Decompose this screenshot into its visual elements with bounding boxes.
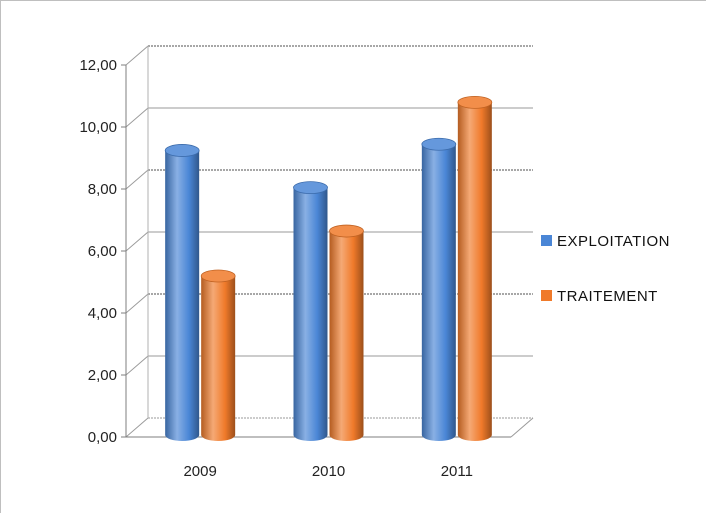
wall-slant-line [125,293,149,314]
bar-traitement-2009 [201,276,236,441]
bar-cap-exploitation-2011 [421,137,457,151]
wall-slant-line [125,107,149,128]
floor-right-edge [510,417,534,438]
y-tick-label: 0,00 [88,429,117,446]
legend-label-traitement: TRAITEMENT [557,288,658,305]
legend-label-exploitation: EXPLOITATION [557,233,670,250]
legend-swatch-exploitation [541,235,552,246]
x-tick-label: 2010 [312,463,345,480]
x-tick-label: 2009 [183,463,216,480]
bar-cap-traitement-2009 [200,269,236,283]
wall-slant-line [125,355,149,376]
bar-cap-traitement-2010 [329,224,364,238]
wall-slant-line [125,231,149,252]
bar-traitement-2011 [457,102,492,442]
wall-slant-line [125,417,149,438]
bar-traitement-2010 [329,231,364,441]
legend-swatch-traitement [541,290,552,301]
bar-exploitation-2009 [165,150,200,441]
bar-cap-exploitation-2010 [293,181,328,195]
y-tick-label: 12,00 [79,57,117,74]
wall-slant-line [125,169,149,190]
x-tick-label: 2011 [441,463,473,480]
bar-exploitation-2010 [293,187,328,441]
bar-cap-exploitation-2009 [164,144,200,157]
y-tick-label: 10,00 [79,119,117,136]
wall-slant-line [125,45,149,66]
bar-cap-traitement-2011 [457,96,493,109]
y-tick-label: 4,00 [88,305,117,322]
bar-exploitation-2011 [421,144,456,441]
y-tick-label: 6,00 [88,243,117,260]
y-tick-label: 8,00 [88,181,117,198]
y-tick-label: 2,00 [88,367,117,384]
